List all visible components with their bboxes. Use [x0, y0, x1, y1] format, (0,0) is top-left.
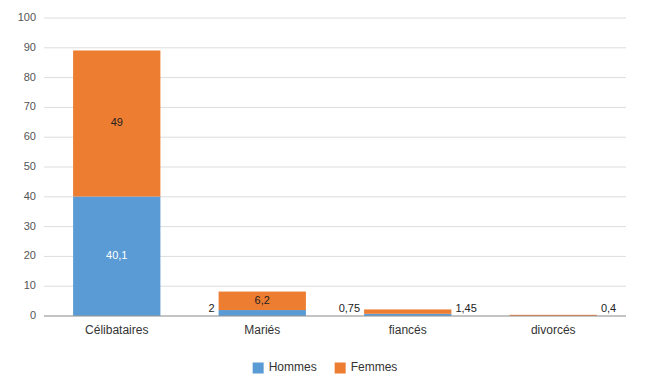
data-label: 49: [111, 116, 123, 128]
y-tick-label: 40: [24, 190, 36, 202]
bar: [219, 292, 306, 310]
grid-line: [44, 47, 626, 48]
legend-swatch: [335, 363, 346, 374]
y-tick-label: 100: [18, 11, 36, 23]
data-label: 0,75: [339, 302, 360, 314]
grid-line: [44, 316, 626, 317]
legend-label: Hommes: [269, 360, 317, 374]
bar: [219, 310, 306, 316]
data-label: 6,2: [255, 294, 270, 306]
legend: Hommes Femmes: [253, 360, 398, 374]
legend-item: Femmes: [335, 360, 398, 374]
x-axis: [44, 316, 626, 317]
bars: [73, 50, 597, 316]
legend-item: Hommes: [253, 360, 317, 374]
x-tick-label: Célibataires: [85, 323, 148, 337]
x-tick-label: Mariés: [244, 323, 280, 337]
bar: [73, 197, 160, 316]
grid-line: [44, 18, 626, 19]
y-tick-label: 20: [24, 249, 36, 261]
y-tick-label: 70: [24, 100, 36, 112]
y-tick-label: 0: [30, 309, 36, 321]
y-axis: [44, 18, 45, 316]
data-label: 2: [208, 302, 214, 314]
y-tick-label: 80: [24, 71, 36, 83]
legend-label: Femmes: [351, 360, 398, 374]
y-tick-label: 10: [24, 279, 36, 291]
data-label: 1,45: [455, 302, 476, 314]
legend-swatch: [253, 363, 264, 374]
y-tick-label: 30: [24, 220, 36, 232]
y-tick-label: 50: [24, 160, 36, 172]
data-labels: 40,1 49 2 6,2 0,75 1,45 0,4: [106, 116, 616, 314]
bar: [73, 50, 160, 196]
grid: [44, 18, 626, 316]
y-tick-label: 60: [24, 130, 36, 142]
data-label: 0,4: [601, 302, 616, 314]
chart: 0 10 20 30 40 50 60 70 80 90 100 40,1 49 2 6,2 0,75 1,45…: [0, 0, 650, 388]
x-tick-label: fiancés: [389, 323, 427, 337]
x-tick-label: divorcés: [531, 323, 576, 337]
data-label: 40,1: [106, 249, 127, 261]
bar: [364, 309, 451, 313]
y-tick-label: 90: [24, 41, 36, 53]
